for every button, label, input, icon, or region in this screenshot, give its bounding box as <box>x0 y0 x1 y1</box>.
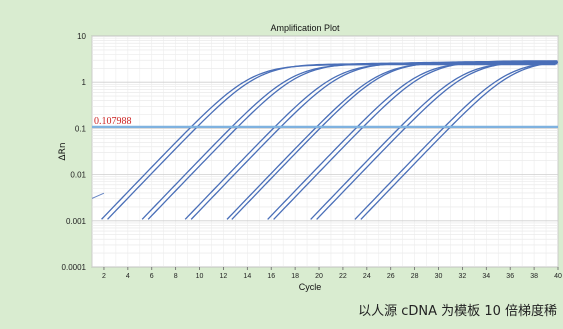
x-tick-label: 32 <box>459 273 467 280</box>
x-tick-label: 16 <box>267 273 275 280</box>
chart-title: Amplification Plot <box>270 23 340 33</box>
curves-group <box>92 60 558 220</box>
y-tick-label: 1 <box>82 78 87 87</box>
y-axis-label: ΔRn <box>58 142 68 160</box>
figure-caption: 以人源 cDNA 为模板 10 倍梯度稀 <box>358 304 557 319</box>
x-tick-label: 14 <box>243 273 251 280</box>
x-tick-label: 34 <box>482 273 490 280</box>
x-tick-label: 18 <box>291 273 299 280</box>
x-tick-label: 10 <box>196 273 204 280</box>
amplification-curve <box>354 61 558 220</box>
amplification-curve <box>310 61 556 220</box>
x-tick-label: 20 <box>315 273 323 280</box>
x-tick-label: 24 <box>363 273 371 280</box>
y-tick-label: 0.01 <box>70 171 86 180</box>
x-axis-label: Cycle <box>299 282 322 292</box>
x-tick-label: 38 <box>530 273 538 280</box>
x-tick-label: 6 <box>150 273 154 280</box>
x-tick-label: 30 <box>435 273 443 280</box>
x-tick-label: 26 <box>387 273 395 280</box>
amplification-curve <box>101 63 556 220</box>
x-tick-label: 22 <box>339 273 347 280</box>
x-tick-label: 40 <box>554 273 562 280</box>
baseline-noise-line <box>92 192 105 199</box>
amplification-curve <box>141 63 558 220</box>
y-tick-label: 0.1 <box>75 124 87 133</box>
threshold-label: 0.107988 <box>94 116 132 127</box>
y-tick-label: 0.001 <box>66 217 87 226</box>
x-tick-label: 2 <box>102 273 106 280</box>
y-tick-label: 0.0001 <box>62 263 87 272</box>
amplification-curve <box>267 60 558 220</box>
x-tick-label: 8 <box>174 273 178 280</box>
x-tick-label: 28 <box>411 273 419 280</box>
x-tick-label: 12 <box>220 273 228 280</box>
y-tick-label: 10 <box>77 32 86 41</box>
x-tick-label: 36 <box>506 273 514 280</box>
amplification-curve <box>184 62 556 220</box>
x-tick-label: 4 <box>126 273 130 280</box>
amplification-curve <box>360 61 558 220</box>
plot-area <box>91 35 559 268</box>
